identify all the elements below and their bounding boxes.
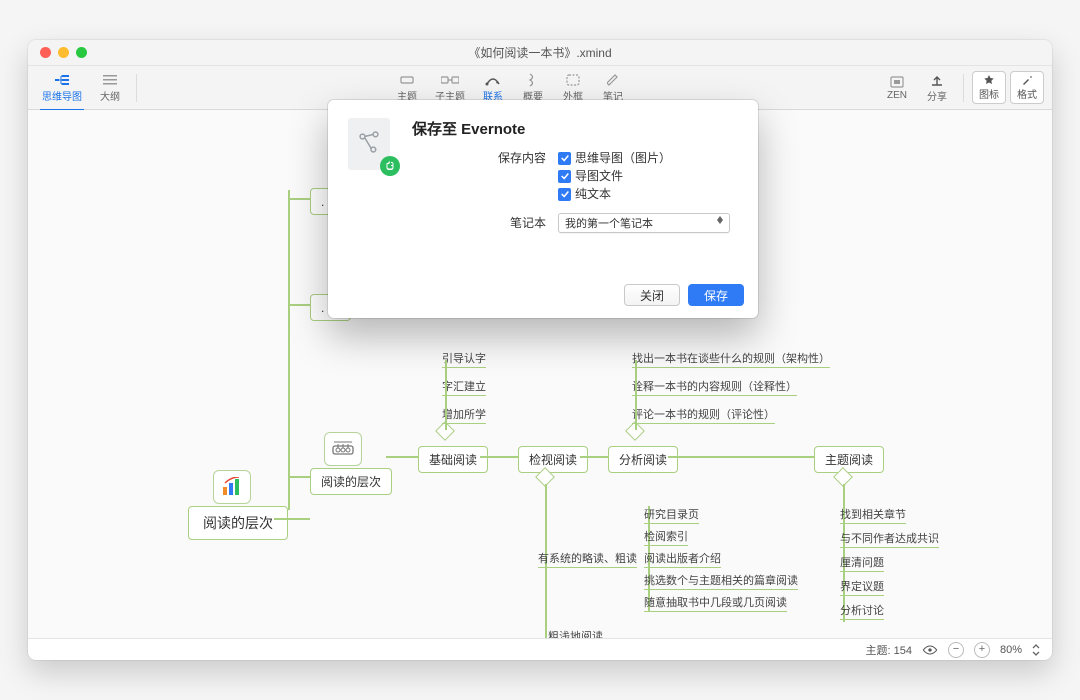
- icons-panel-button[interactable]: 图标: [972, 71, 1006, 104]
- leaf-basic-0[interactable]: 引导认字: [442, 350, 486, 368]
- leaf-thematic-2[interactable]: 厘清问题: [840, 554, 884, 572]
- hub-node[interactable]: 阅读的层次: [310, 468, 392, 495]
- zoom-icon[interactable]: [76, 47, 87, 58]
- leaf-inspect-4[interactable]: 随意抽取书中几段或几页阅读: [644, 594, 787, 612]
- evernote-icon: [380, 156, 400, 176]
- leaf-inspect-0[interactable]: 研究目录页: [644, 506, 699, 524]
- window-title: 《如何阅读一本书》.xmind: [28, 44, 1052, 61]
- zoom-level: 80%: [1000, 644, 1022, 656]
- hub-icon: [324, 432, 362, 466]
- content-label: 保存内容: [412, 149, 558, 167]
- view-mindmap-button[interactable]: 思维导图: [36, 70, 88, 105]
- branch-thematic[interactable]: 主题阅读: [814, 446, 884, 473]
- leaf-analytic-2[interactable]: 评论一本书的规则（评论性）: [632, 406, 775, 424]
- leaf-basic-2[interactable]: 增加所学: [442, 406, 486, 424]
- zoom-in-button[interactable]: +: [974, 642, 990, 658]
- format-panel-button[interactable]: 格式: [1010, 71, 1044, 104]
- leaf-inspect-1[interactable]: 检阅索引: [644, 528, 688, 546]
- evernote-save-dialog: 保存至 Evernote 保存内容 思维导图（图片）: [328, 100, 758, 318]
- option-mindmap-image[interactable]: 思维导图（图片）: [558, 149, 671, 167]
- dialog-doc-icon: [348, 118, 398, 174]
- dialog-save-button[interactable]: 保存: [688, 284, 744, 306]
- notebook-select[interactable]: 我的第一个笔记本: [558, 213, 730, 233]
- zoom-out-button[interactable]: −: [948, 642, 964, 658]
- root-node[interactable]: 阅读的层次: [188, 506, 288, 540]
- leaf-analytic-0[interactable]: 找出一本书在谈些什么的规则（架构性）: [632, 350, 830, 368]
- statusbar: 主题: 154 − + 80%: [28, 638, 1052, 660]
- branch-inspect[interactable]: 检视阅读: [518, 446, 588, 473]
- share-button[interactable]: 分享: [919, 70, 955, 105]
- leaf-thematic-1[interactable]: 与不同作者达成共识: [840, 530, 939, 548]
- leaf-inspect-3[interactable]: 挑选数个与主题相关的篇章阅读: [644, 572, 798, 590]
- close-icon[interactable]: [40, 47, 51, 58]
- branch-basic[interactable]: 基础阅读: [418, 446, 488, 473]
- leaf-thematic-3[interactable]: 界定议题: [840, 578, 884, 596]
- notebook-label: 笔记本: [412, 214, 558, 232]
- dialog-title: 保存至 Evernote: [412, 118, 738, 139]
- zoom-menu-icon[interactable]: [1032, 644, 1040, 656]
- view-mindmap-label: 思维导图: [42, 88, 82, 103]
- zen-button[interactable]: ZEN: [879, 72, 915, 103]
- leaf-thematic-0[interactable]: 找到相关章节: [840, 506, 906, 524]
- view-outline-button[interactable]: 大纲: [92, 70, 128, 105]
- branch-analytic[interactable]: 分析阅读: [608, 446, 678, 473]
- app-window: 《如何阅读一本书》.xmind 思维导图 大纲 主题 子主题 联系: [28, 40, 1052, 660]
- eye-icon[interactable]: [922, 644, 938, 656]
- root-icon: [213, 470, 251, 504]
- leaf-inspect-sys[interactable]: 有系统的略读、粗读: [538, 550, 637, 568]
- leaf-thematic-4[interactable]: 分析讨论: [840, 602, 884, 620]
- minimize-icon[interactable]: [58, 47, 69, 58]
- leaf-basic-1[interactable]: 字汇建立: [442, 378, 486, 396]
- view-outline-label: 大纲: [100, 88, 120, 103]
- leaf-inspect-2[interactable]: 阅读出版者介绍: [644, 550, 721, 568]
- titlebar: 《如何阅读一本书》.xmind: [28, 40, 1052, 66]
- dialog-close-button[interactable]: 关闭: [624, 284, 680, 306]
- option-xmind-file[interactable]: 导图文件: [558, 167, 671, 185]
- topic-count: 主题: 154: [865, 642, 911, 658]
- option-plain-text[interactable]: 纯文本: [558, 185, 671, 203]
- leaf-inspect-shallow[interactable]: 粗浅地阅读: [548, 628, 603, 638]
- leaf-analytic-1[interactable]: 诠释一本书的内容规则（诠释性）: [632, 378, 797, 396]
